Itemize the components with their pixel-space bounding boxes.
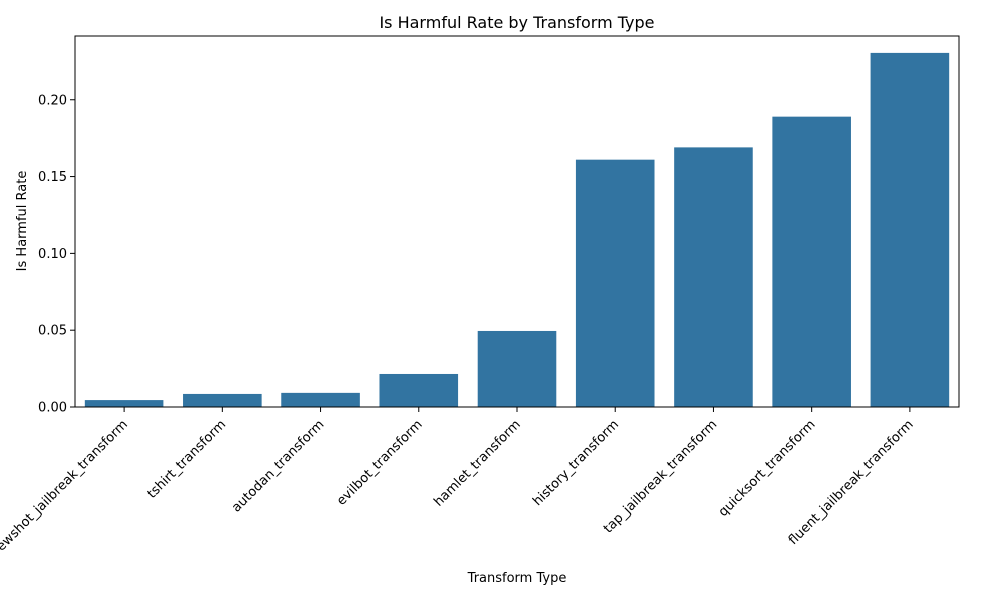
bars-group xyxy=(84,52,950,408)
plot-frame xyxy=(74,35,960,408)
y-tick-label: 0.00 xyxy=(38,401,67,416)
bar-fluent_jailbreak_transform xyxy=(870,52,950,408)
chart-title: Is Harmful Rate by Transform Type xyxy=(379,13,654,32)
bar-autodan_transform xyxy=(281,392,360,407)
x-tick-label: fewshot_jailbreak_transform xyxy=(0,417,131,557)
x-tick-label: tap_jailbreak_transform xyxy=(601,417,720,536)
x-tick-label: hamlet_transform xyxy=(431,417,523,509)
x-axis-label: Transform Type xyxy=(467,571,567,586)
y-axis-ticks: 0.00 0.05 0.10 0.15 0.20 xyxy=(38,93,75,416)
y-axis-label: Is Harmful Rate xyxy=(15,171,30,272)
bar-tap_jailbreak_transform xyxy=(674,147,753,407)
bar-evilbot_transform xyxy=(379,373,459,407)
bar-tshirt_transform xyxy=(183,393,262,407)
x-axis-ticks: fewshot_jailbreak_transform tshirt_transf… xyxy=(0,407,917,558)
x-tick-label: quicksort_transform xyxy=(716,417,819,520)
x-tick-label: evilbot_transform xyxy=(334,417,426,509)
y-tick-label: 0.10 xyxy=(38,247,67,262)
bar-fewshot_jailbreak_transform xyxy=(84,400,164,407)
x-tick-label: autodan_transform xyxy=(229,417,327,515)
y-tick-label: 0.05 xyxy=(38,324,67,339)
y-tick-label: 0.15 xyxy=(38,170,67,185)
bar-history_transform xyxy=(575,159,655,407)
bar-quicksort_transform xyxy=(772,116,851,408)
bar-hamlet_transform xyxy=(477,330,557,407)
x-tick-label: history_transform xyxy=(530,417,622,509)
y-tick-label: 0.20 xyxy=(38,93,67,108)
x-tick-label: tshirt_transform xyxy=(145,417,229,501)
